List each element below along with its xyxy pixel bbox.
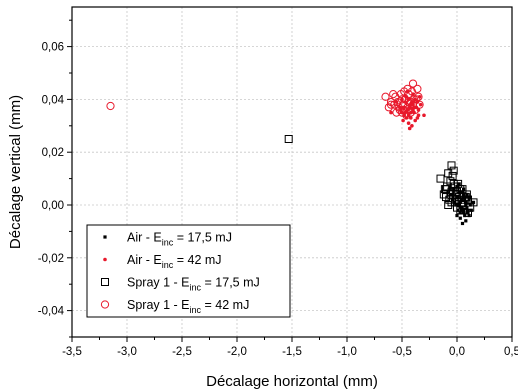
data-point-series-4 (403, 84, 412, 93)
data-point-series-3 (464, 208, 472, 217)
data-point-series-1 (464, 219, 468, 223)
data-point-series-1 (454, 203, 458, 207)
y-tick-label: 0,06 (42, 42, 64, 54)
data-point-series-2 (417, 94, 422, 99)
data-point-series-4 (410, 95, 419, 104)
y-tick-label: -0,04 (38, 306, 65, 318)
x-tick-label: -0,5 (392, 346, 412, 358)
y-tick-label: 0,04 (42, 94, 65, 106)
data-point-series-1 (460, 221, 465, 226)
data-point-series-4 (412, 95, 421, 104)
data-point-series-2 (413, 118, 418, 123)
data-point-series-1 (460, 208, 465, 212)
data-point-series-3 (440, 185, 449, 194)
data-point-series-1 (471, 200, 476, 204)
x-tick-label: -1,0 (337, 346, 357, 358)
x-tick-label: -3,0 (117, 346, 137, 358)
data-point-series-3 (284, 135, 293, 143)
data-point-series-4 (384, 103, 393, 112)
data-point-series-4 (106, 101, 115, 111)
x-tick-label: -1,5 (282, 346, 302, 358)
data-point-series-1 (457, 203, 461, 207)
data-point-series-4 (407, 87, 416, 96)
data-point-series-4 (404, 97, 413, 107)
data-point-series-2 (418, 102, 423, 107)
data-point-series-3 (460, 195, 469, 204)
legend-entry-label: Air - Einc = 42 mJ (127, 253, 222, 270)
legend: Air - Einc = 17,5 mJ Air - Einc = 42 mJ Sp… (86, 224, 291, 318)
data-point-series-1 (464, 200, 468, 204)
data-point-series-2 (416, 113, 421, 118)
y-tick-label: 0,00 (42, 200, 64, 212)
data-point-series-2 (410, 124, 414, 128)
data-point-series-3 (448, 171, 457, 180)
data-point-series-2 (389, 110, 393, 115)
legend-entry-label: Air - Einc = 17,5 mJ (127, 231, 232, 248)
legend-box (86, 224, 291, 318)
data-point-series-4 (391, 92, 400, 101)
data-point-series-1 (456, 208, 460, 212)
data-point-series-1 (458, 211, 462, 215)
legend-marker (100, 300, 110, 309)
data-points (106, 79, 478, 226)
y-tick-label: -0,02 (38, 253, 64, 265)
data-point-series-1 (459, 206, 463, 210)
data-point-series-3 (445, 195, 454, 204)
data-point-series-4 (399, 100, 408, 109)
data-point-series-2 (422, 113, 426, 118)
legend-marker (101, 278, 109, 286)
data-point-series-3 (443, 182, 452, 191)
data-point-series-1 (455, 195, 459, 199)
x-tick-label: -2,0 (227, 346, 247, 358)
x-tick-label: 0,0 (449, 346, 465, 358)
data-point-series-4 (411, 105, 420, 115)
data-point-series-3 (444, 169, 453, 178)
y-tick-label: 0,02 (42, 147, 64, 159)
data-point-series-4 (406, 108, 415, 117)
data-point-series-3 (446, 190, 455, 199)
data-point-series-4 (414, 92, 423, 101)
data-point-series-4 (381, 92, 390, 101)
data-point-series-4 (390, 100, 399, 109)
legend-marker (103, 235, 107, 239)
data-point-series-1 (458, 216, 462, 220)
data-point-series-3 (454, 179, 463, 188)
data-point-series-1 (465, 192, 469, 197)
legend-marker (103, 257, 107, 262)
legend-entry-label: Spray 1 - Einc = 17,5 mJ (127, 276, 260, 293)
legend-entry-label: Spray 1 - Einc = 42 mJ (127, 298, 249, 315)
data-point-series-3 (436, 174, 445, 183)
x-axis-label: Décalage horizontal (mm) (206, 373, 378, 390)
data-point-series-1 (466, 208, 470, 212)
data-point-series-3 (462, 190, 471, 199)
x-tick-label: -3,5 (62, 346, 82, 358)
data-point-series-1 (467, 213, 471, 218)
data-point-series-1 (455, 213, 459, 218)
data-point-series-3 (447, 161, 456, 170)
axis-ticks: -3,5 -3,0 -2,5 -2,0 -1,5 -1,0 -0,5 0,0 0,5 -0,04 -… (38, 19, 518, 358)
data-point-series-3 (450, 198, 459, 207)
data-point-series-1 (466, 211, 470, 215)
data-point-series-3 (456, 206, 465, 215)
data-point-series-2 (401, 118, 405, 123)
y-axis-label: Décalage vertical (mm) (7, 95, 24, 249)
data-point-series-2 (407, 126, 412, 131)
data-point-series-3 (453, 195, 461, 204)
x-tick-label: -2,5 (172, 346, 192, 358)
data-point-series-4 (408, 79, 418, 88)
x-tick-label: 0,5 (504, 346, 518, 358)
data-point-series-1 (457, 182, 461, 186)
data-point-series-3 (458, 185, 467, 194)
data-point-series-3 (455, 193, 464, 202)
data-point-series-2 (406, 121, 411, 125)
data-point-series-4 (396, 90, 405, 99)
data-point-series-1 (460, 190, 465, 194)
data-point-series-3 (449, 166, 458, 175)
data-point-series-4 (413, 84, 422, 93)
data-point-series-1 (449, 192, 454, 197)
data-point-series-1 (464, 203, 468, 207)
data-point-series-4 (394, 103, 403, 112)
